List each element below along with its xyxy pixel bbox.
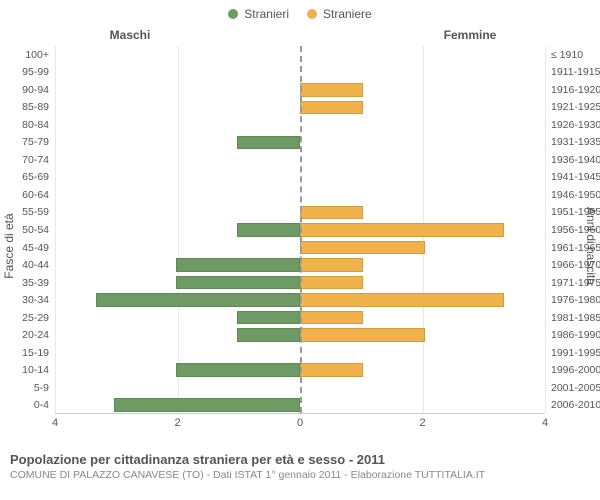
x-tick: 2 [419, 413, 425, 429]
bar-female [300, 223, 504, 237]
bar-female [300, 328, 425, 342]
bar-male [237, 136, 300, 150]
population-pyramid-chart: Fasce di età Anni di nascita 42024100+≤ … [0, 46, 600, 446]
age-label: 40-44 [22, 259, 55, 271]
legend-label-male: Stranieri [244, 7, 289, 21]
x-tick: 0 [297, 413, 303, 429]
bar-male [96, 293, 300, 307]
legend-swatch-female [307, 9, 317, 19]
chart-subtitle: COMUNE DI PALAZZO CANAVESE (TO) - Dati I… [10, 469, 590, 481]
birth-year-label: 1941-1945 [545, 171, 600, 183]
birth-year-label: 1916-1920 [545, 84, 600, 96]
x-tick: 4 [52, 413, 58, 429]
birth-year-label: 1971-1975 [545, 277, 600, 289]
birth-year-label: 1956-1960 [545, 224, 600, 236]
birth-year-label: 1976-1980 [545, 294, 600, 306]
age-label: 80-84 [22, 119, 55, 131]
x-tick: 4 [542, 413, 548, 429]
chart-title: Popolazione per cittadinanza straniera p… [10, 452, 590, 467]
birth-year-label: 2006-2010 [545, 399, 600, 411]
birth-year-label: 2001-2005 [545, 382, 600, 394]
bar-female [300, 206, 363, 220]
age-label: 10-14 [22, 364, 55, 376]
age-label: 95-99 [22, 66, 55, 78]
legend: Stranieri Straniere [0, 0, 600, 28]
birth-year-label: 1986-1990 [545, 329, 600, 341]
birth-year-label: 1996-2000 [545, 364, 600, 376]
footer: Popolazione per cittadinanza straniera p… [0, 446, 600, 481]
birth-year-label: 1981-1985 [545, 312, 600, 324]
birth-year-label: 1966-1970 [545, 259, 600, 271]
age-label: 35-39 [22, 277, 55, 289]
age-label: 85-89 [22, 101, 55, 113]
birth-year-label: 1961-1965 [545, 242, 600, 254]
bar-female [300, 276, 363, 290]
x-tick: 2 [174, 413, 180, 429]
age-label: 65-69 [22, 171, 55, 183]
bar-female [300, 293, 504, 307]
header-male: Maschi [0, 28, 300, 46]
bar-male [176, 258, 301, 272]
age-label: 70-74 [22, 154, 55, 166]
bar-female [300, 83, 363, 97]
bar-female [300, 311, 363, 325]
bar-female [300, 258, 363, 272]
age-label: 60-64 [22, 189, 55, 201]
bar-male [237, 311, 300, 325]
age-label: 55-59 [22, 206, 55, 218]
birth-year-label: 1936-1940 [545, 154, 600, 166]
age-label: 5-9 [34, 382, 55, 394]
bar-female [300, 101, 363, 115]
bar-female [300, 241, 425, 255]
age-label: 15-19 [22, 347, 55, 359]
age-label: 20-24 [22, 329, 55, 341]
age-label: 90-94 [22, 84, 55, 96]
birth-year-label: ≤ 1910 [545, 49, 583, 61]
bar-male [237, 223, 300, 237]
birth-year-label: 1926-1930 [545, 119, 600, 131]
legend-label-female: Straniere [323, 7, 372, 21]
header-female: Femmine [300, 28, 600, 46]
age-label: 45-49 [22, 242, 55, 254]
age-label: 50-54 [22, 224, 55, 236]
bar-male [114, 398, 300, 412]
center-axis [300, 46, 302, 413]
bar-female [300, 363, 363, 377]
age-label: 30-34 [22, 294, 55, 306]
y-axis-label-left: Fasce di età [2, 213, 16, 278]
birth-year-label: 1921-1925 [545, 101, 600, 113]
bar-male [176, 276, 301, 290]
birth-year-label: 1931-1935 [545, 136, 600, 148]
legend-swatch-male [228, 9, 238, 19]
birth-year-label: 1911-1915 [545, 66, 600, 78]
bar-male [237, 328, 300, 342]
birth-year-label: 1991-1995 [545, 347, 600, 359]
birth-year-label: 1951-1955 [545, 206, 600, 218]
age-label: 25-29 [22, 312, 55, 324]
age-label: 100+ [25, 49, 55, 61]
age-label: 75-79 [22, 136, 55, 148]
bar-male [176, 363, 301, 377]
age-label: 0-4 [34, 399, 55, 411]
gender-header: Maschi Femmine [0, 28, 600, 46]
legend-item-female: Straniere [307, 7, 372, 21]
plot-area: 42024100+≤ 191095-991911-191590-941916-1… [55, 46, 545, 414]
legend-item-male: Stranieri [228, 7, 289, 21]
birth-year-label: 1946-1950 [545, 189, 600, 201]
